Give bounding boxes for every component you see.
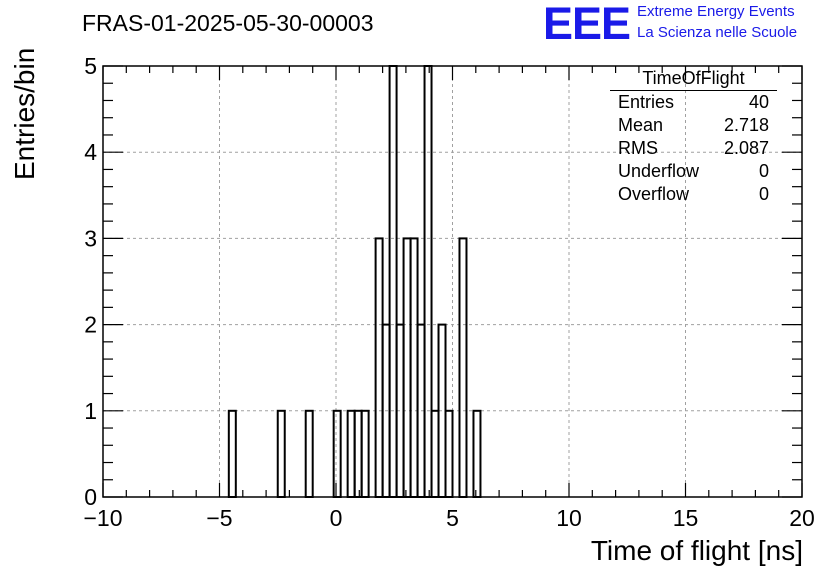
histogram-bar [444,409,454,498]
stats-box: TimeOfFlight Entries 40 Mean 2.718 RMS 2… [610,67,777,206]
y-tick-label: 2 [84,312,97,338]
x-tick-label: 15 [673,505,699,531]
histogram-bar [304,409,314,498]
stats-label: Underflow [618,161,700,181]
stats-value: 2.718 [723,115,769,135]
x-tick-label: −10 [83,505,122,531]
stats-label: Overflow [618,184,690,204]
logo-line-1: Extreme Energy Events [637,3,795,20]
histogram-bar [360,409,370,498]
stats-row-underflow: Underflow 0 [610,160,777,183]
x-tick-label: 10 [556,505,582,531]
stats-value: 2.087 [723,138,769,158]
logo-line-2: La Scienza nelle Scuole [637,24,798,41]
y-tick-label: 0 [84,484,97,510]
y-tick-label: 3 [84,225,97,251]
histogram-bar [374,237,384,498]
stats-row-entries: Entries 40 [610,91,777,114]
stats-row-mean: Mean 2.718 [610,114,777,137]
stats-label: Entries [618,92,675,112]
y-tick-label: 4 [84,139,97,165]
stats-row-rms: RMS 2.087 [610,137,777,160]
histogram-bar [276,409,286,498]
stats-value: 0 [758,184,769,204]
histogram-bar [430,409,440,498]
x-tick-label: 5 [446,505,459,531]
stats-label: RMS [618,138,658,158]
histogram-bar [346,409,356,498]
stats-label: Mean [618,115,664,135]
stats-row-overflow: Overflow 0 [610,183,777,206]
histogram-bar [227,409,237,498]
eee-logo: EEE [543,0,631,49]
y-tick-label: 1 [84,398,97,424]
histogram-bar [402,237,412,498]
x-tick-label: −5 [206,505,232,531]
y-axis-label: Entries/bin [9,47,40,180]
stats-title: TimeOfFlight [610,67,777,91]
histogram-bar [353,409,363,498]
x-tick-label: 0 [330,505,343,531]
x-axis-label: Time of flight [ns] [590,535,803,566]
histogram-bar [409,237,419,498]
chart-title: FRAS-01-2025-05-30-00003 [82,10,374,36]
histogram-bar [458,237,468,498]
histogram-bar [472,409,482,498]
x-tick-label: 20 [789,505,815,531]
stats-value: 0 [758,161,769,181]
stats-value: 40 [748,92,769,112]
y-tick-label: 5 [84,53,97,79]
histogram-bar [388,65,398,498]
histogram-bar [423,65,433,498]
histogram-bar [332,409,342,498]
